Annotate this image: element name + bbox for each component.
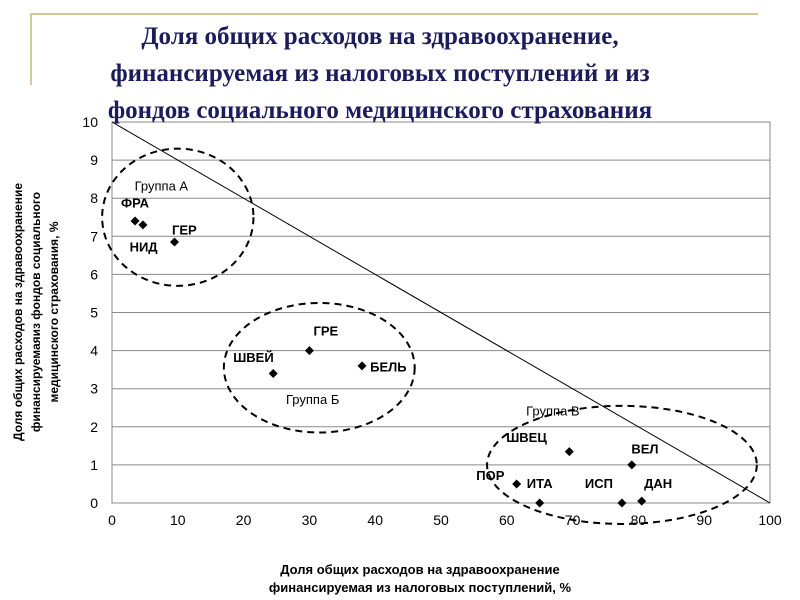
x-tick-label: 100 (758, 512, 782, 528)
y-tick-label: 10 (82, 114, 98, 130)
x-tick-label: 30 (302, 512, 318, 528)
point-label: ДАН (644, 476, 672, 491)
data-point (564, 447, 574, 457)
y-tick-label: 9 (90, 152, 98, 168)
data-point (617, 498, 627, 508)
slide-title: Доля общих расходов на здравоохранение, … (20, 18, 740, 129)
data-point (535, 498, 545, 508)
x-axis-label-line-2: финансируемая из налоговых поступлений, … (269, 580, 572, 595)
point-label: ШВЕЦ (506, 430, 547, 445)
y-tick-label: 0 (90, 495, 98, 511)
y-tick-label: 3 (90, 381, 98, 397)
point-label: ИТА (527, 476, 553, 491)
data-point (357, 361, 367, 371)
y-axis-label-line-3: медицинского страхования, % (47, 221, 61, 402)
plot-area-border (111, 121, 771, 504)
x-tick-label: 10 (170, 512, 186, 528)
x-tick-label: 0 (108, 512, 116, 528)
y-tick-label: 6 (90, 266, 98, 282)
data-point (512, 479, 522, 489)
data-point (130, 216, 140, 226)
y-axis-label-line-1: Доля общих расходов на здравоохранение (11, 183, 25, 441)
x-tick-label: 80 (631, 512, 647, 528)
x-tick-label: 50 (433, 512, 449, 528)
x-tick-label: 40 (367, 512, 383, 528)
point-label: ВЕЛ (631, 441, 658, 456)
data-point (268, 368, 278, 378)
point-label: НИД (130, 240, 159, 255)
slide-title-line-3: фондов социального медицинского страхова… (107, 97, 653, 124)
group-label: Группа Б (286, 392, 339, 407)
data-point (170, 237, 180, 247)
point-label: БЕЛЬ (370, 360, 406, 375)
group-ellipse (486, 404, 758, 525)
y-tick-label: 4 (90, 343, 98, 359)
x-tick-label: 20 (236, 512, 252, 528)
point-label: ИСП (585, 476, 613, 491)
point-label: ГРЕ (313, 323, 338, 338)
y-tick-label: 2 (90, 419, 98, 435)
group-label: Группа В (526, 403, 580, 418)
y-tick-label: 8 (90, 190, 98, 206)
diagonal-line (111, 121, 771, 504)
group-ellipse (101, 147, 255, 287)
point-label: ШВЕЙ (233, 350, 273, 365)
point-label: ФРА (121, 196, 150, 211)
title-accent-horizontal-line (30, 13, 758, 15)
title-accent-vertical-line (30, 13, 32, 85)
point-label: ПОР (476, 468, 504, 483)
data-point (627, 460, 637, 470)
x-axis-label-line-1: Доля общих расходов на здравоохранение (280, 562, 559, 577)
point-label: ГЕР (172, 222, 197, 237)
group-label: Группа А (135, 179, 189, 194)
slide-title-line-2: финансируемая из налоговых поступлений и… (110, 60, 650, 87)
y-tick-label: 7 (90, 228, 98, 244)
x-tick-label: 90 (696, 512, 712, 528)
y-tick-label: 5 (90, 305, 98, 321)
data-point (138, 220, 148, 230)
y-tick-label: 1 (90, 457, 98, 473)
x-tick-label: 60 (499, 512, 515, 528)
slide-title-line-1: Доля общих расходов на здравоохранение, (141, 23, 619, 50)
y-axis-label-line-2: финансируемаяиз фондов социального (29, 192, 43, 432)
data-point (304, 346, 314, 356)
data-point (637, 496, 647, 506)
group-ellipse (222, 301, 416, 434)
